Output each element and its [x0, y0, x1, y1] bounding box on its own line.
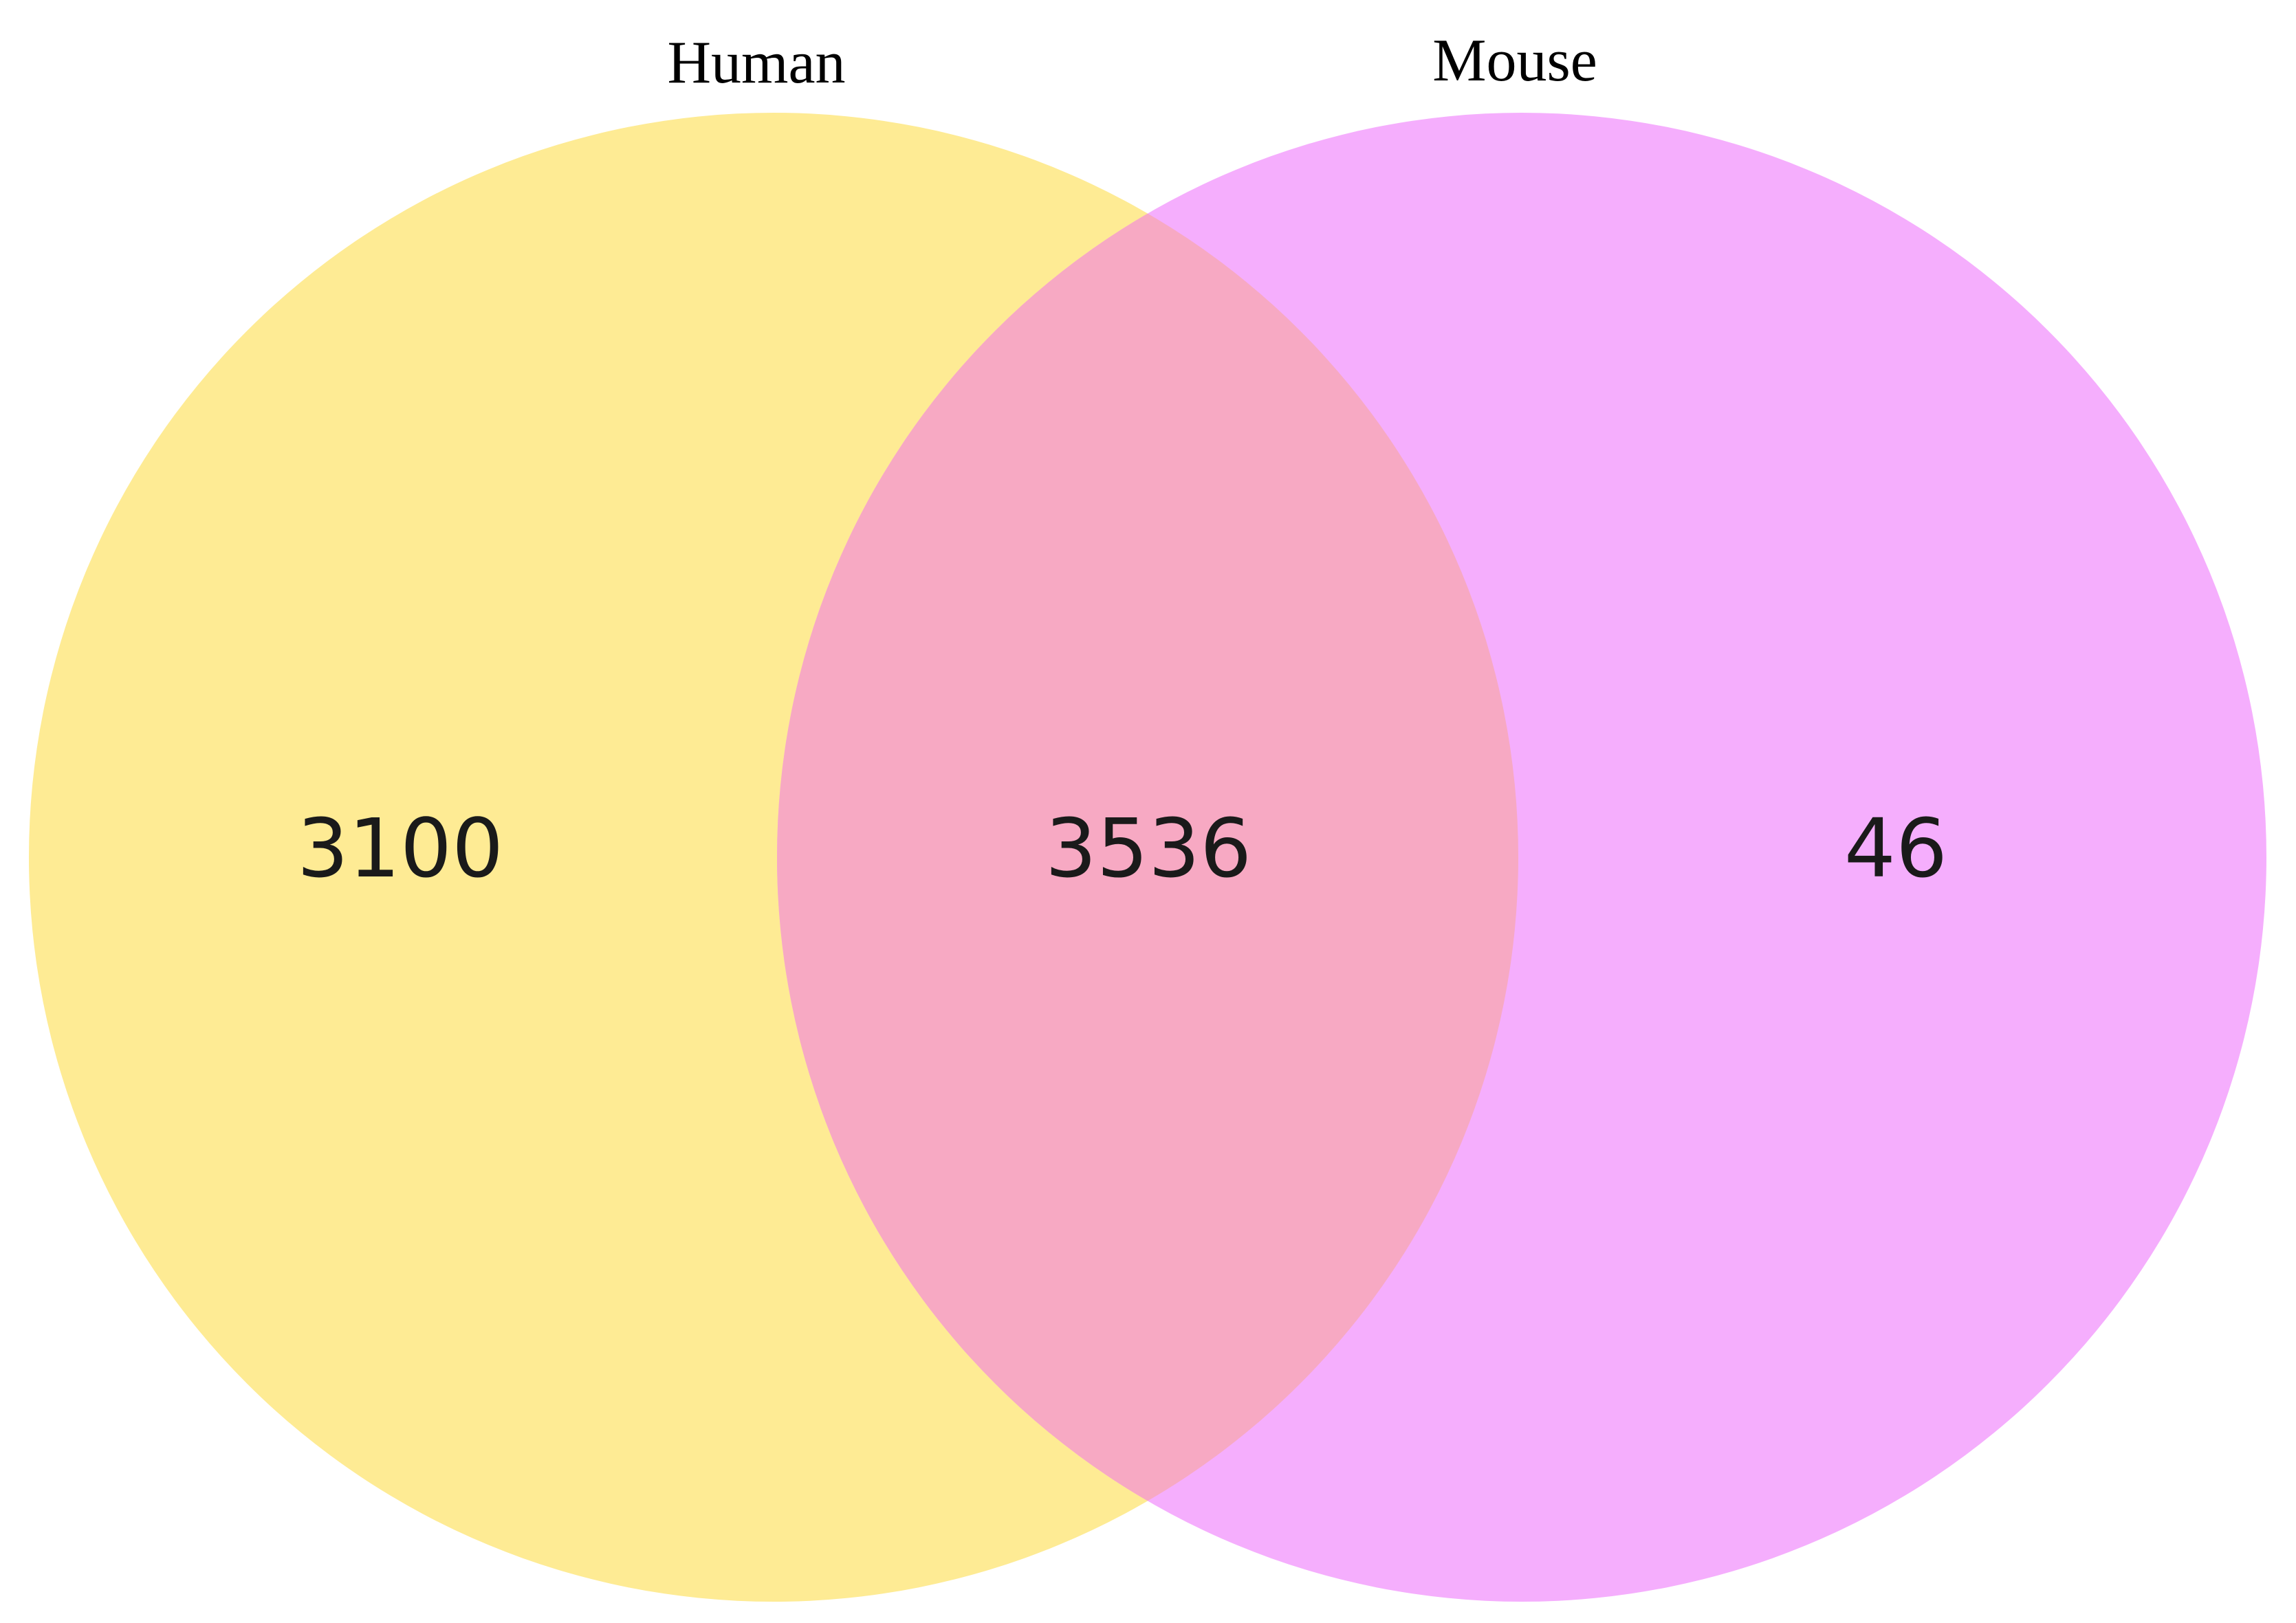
shared-count: 3536: [1045, 801, 1251, 896]
human-set-label: Human: [667, 30, 845, 96]
overlap-region: [777, 113, 1518, 1602]
human-only-count: 3100: [297, 801, 503, 896]
mouse-set-label: Mouse: [1432, 27, 1597, 94]
mouse-only-count: 46: [1844, 801, 1947, 896]
